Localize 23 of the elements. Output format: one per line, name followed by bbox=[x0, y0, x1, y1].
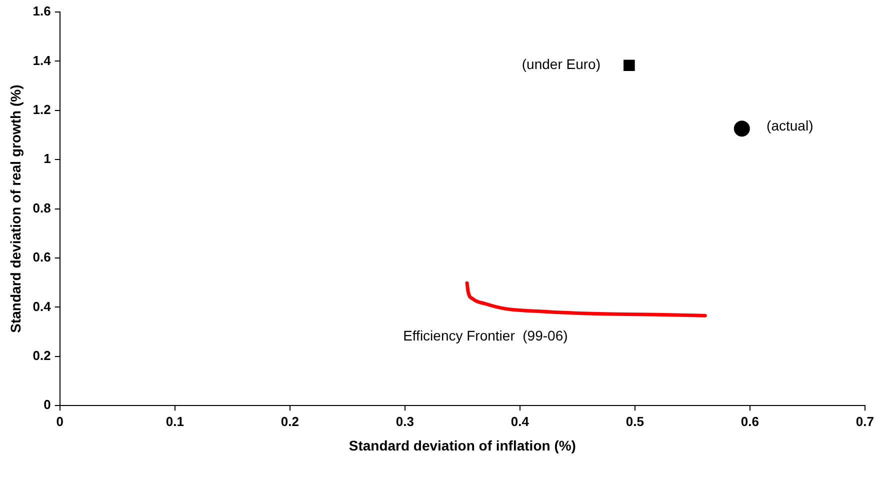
y-tick-label: 1 bbox=[44, 151, 51, 166]
annotation: (actual) bbox=[766, 117, 814, 134]
x-tick-label: 0.2 bbox=[280, 414, 299, 429]
annotation: (under Euro) bbox=[522, 56, 600, 72]
y-tick-label: 0.2 bbox=[32, 348, 51, 363]
y-axis-title: Standard deviation of real growth (%) bbox=[7, 84, 24, 333]
y-tick-label: 0.8 bbox=[32, 200, 51, 216]
line-series bbox=[465, 281, 707, 318]
x-tick-label: 0.4 bbox=[510, 414, 530, 429]
x-tick-label: 0.3 bbox=[396, 414, 414, 429]
y-tick-label: 0 bbox=[44, 397, 51, 412]
x-tick-label: 0 bbox=[56, 414, 64, 429]
y-tick-label: 0.6 bbox=[32, 250, 51, 265]
y-tick-label: 1.4 bbox=[32, 52, 52, 68]
annotation: Efficiency Frontier (99-06) bbox=[403, 328, 568, 344]
y-tick-label: 1.2 bbox=[32, 102, 51, 117]
x-tick-label: 0.1 bbox=[166, 414, 184, 429]
x-tick-label: 0.5 bbox=[626, 414, 644, 429]
x-tick-label: 0.6 bbox=[740, 414, 759, 429]
x-tick-label: 0.7 bbox=[856, 414, 874, 429]
y-tick-label: 1.6 bbox=[32, 4, 51, 19]
y-tick-label: 0.4 bbox=[32, 298, 52, 314]
x-axis-title: Standard deviation of inflation (%) bbox=[348, 437, 576, 454]
